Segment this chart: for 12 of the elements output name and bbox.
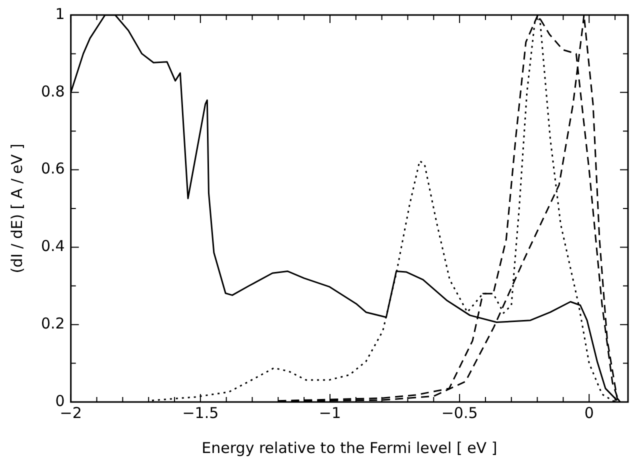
y-tick-label: 0.4: [40, 237, 65, 256]
y-axis-title: (dI / dE) [ A / eV ]: [8, 144, 26, 274]
x-tick-label: −1.5: [182, 404, 219, 422]
y-tick-label: 1: [55, 4, 65, 23]
x-axis-title: Energy relative to the Fermi level [ eV ]: [202, 438, 498, 457]
y-tick-label: 0.6: [40, 160, 65, 178]
x-tick-label: 0: [584, 404, 594, 422]
x-tick-label: −0.5: [441, 404, 478, 422]
y-tick-label: 0: [55, 392, 65, 410]
y-tick-label: 0.2: [40, 314, 65, 332]
y-tick-label: 0.8: [40, 82, 65, 100]
x-tick-label: −1: [318, 404, 342, 422]
